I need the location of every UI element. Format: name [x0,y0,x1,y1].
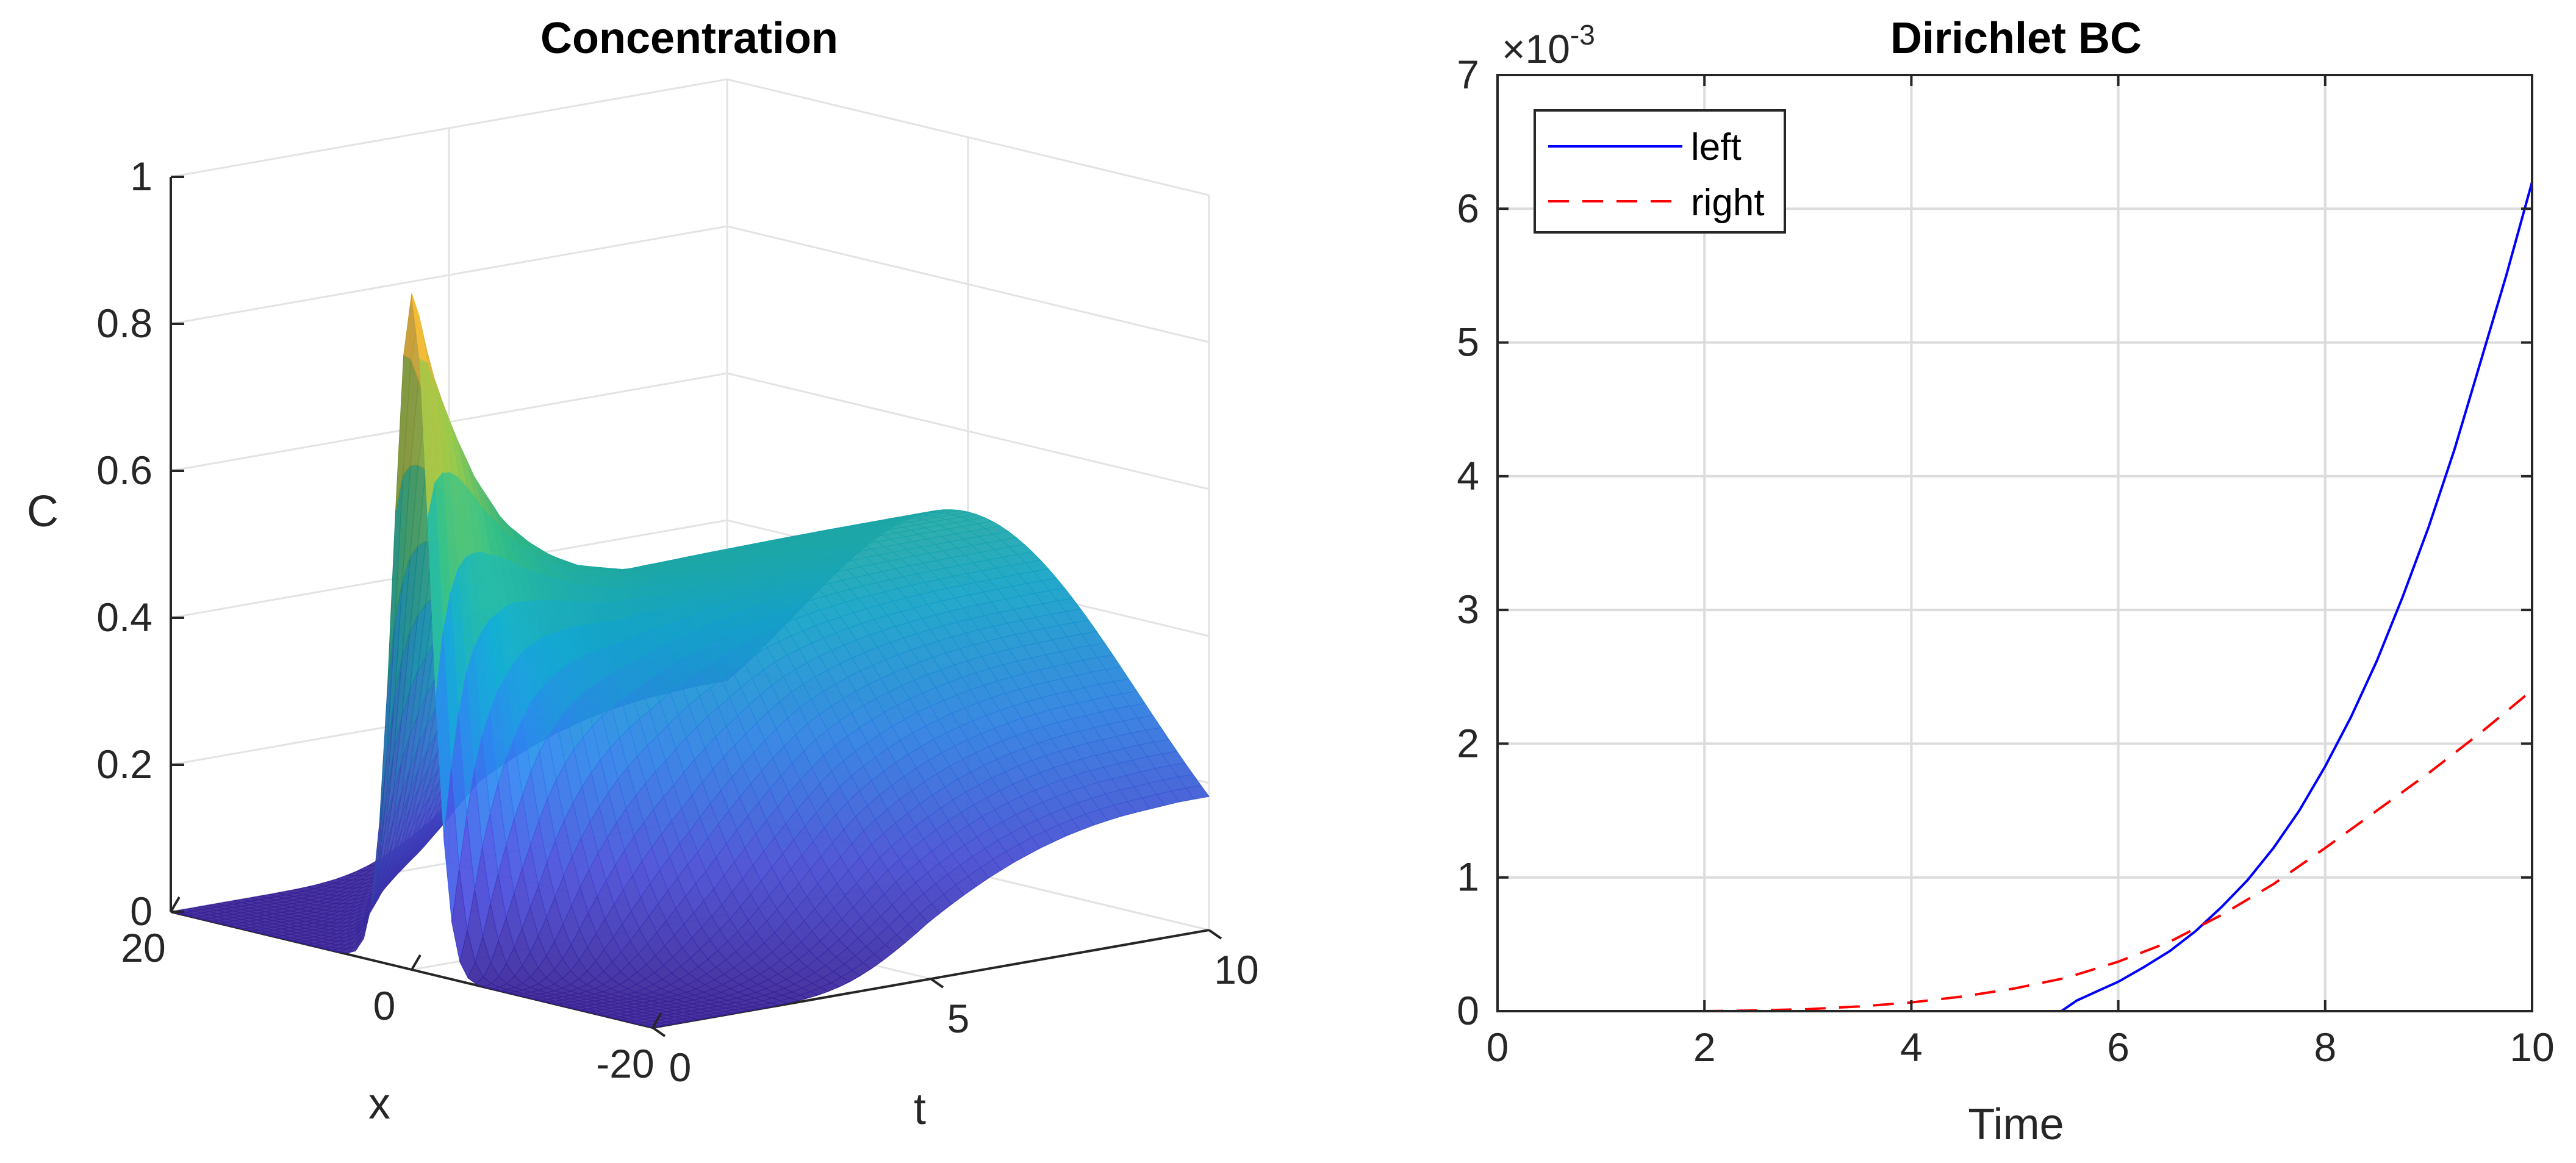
t-tick-mark [1208,929,1222,940]
x-tick-label: 8 [2314,1025,2336,1070]
line-series [1498,181,2533,1012]
z-tick-label: 0.6 [96,448,152,493]
z-tick-label: 0.8 [96,301,152,346]
x-tick-label: -20 [596,1041,654,1086]
legend-box [1534,109,1786,234]
x-tick-label: 10 [2510,1025,2554,1070]
x-tick-mark [170,896,181,913]
line-title: Dirichlet BC [1890,14,2142,63]
y-tick-label: 3 [1457,587,1479,632]
surface-mesh [170,293,1210,1028]
t-tick-label: 5 [947,996,970,1041]
grid-z-line [170,225,1210,343]
legend-right-label: right [1691,182,1765,224]
line-ticks: 0 2 4 6 8 10 0 1 2 3 4 5 6 7 [1457,52,2554,1070]
y-tick-label: 6 [1457,185,1479,231]
x-tick-label: 0 [1487,1025,1509,1070]
y-tick-label: 4 [1457,453,1479,498]
series-right [1498,689,2533,1012]
line-xlabel: Time [1968,1100,2064,1149]
y-tick-label: 2 [1457,720,1479,765]
x-tick-mark [411,954,422,971]
t-tick-label: 10 [1214,947,1258,992]
z-tick-label: 0.4 [96,595,152,640]
x-tick-label: 2 [1693,1025,1716,1070]
surface-xlabel: x [368,1079,390,1128]
grid-z-line [170,78,1210,196]
x-tick-label: 20 [121,925,165,970]
surface-zlabel: C [27,487,59,536]
y-tick-label: 7 [1457,52,1479,97]
y-tick-label: 0 [1457,988,1479,1033]
series-left [1498,181,2533,1012]
x-tick-mark [651,1012,662,1029]
t-tick-mark [651,1026,666,1037]
plot-box [1496,74,2533,1012]
z-tick-label: 0.2 [96,742,152,787]
legend-left-label: left [1691,126,1742,168]
x-tick-label: 6 [2107,1025,2129,1070]
t-tick-mark [930,978,944,989]
t-tick-label: 0 [669,1045,692,1090]
surface-tlabel: t [914,1085,926,1134]
y-tick-label: 1 [1457,854,1479,900]
line-grid [1498,75,2532,1011]
z-tick-label: 0 [130,889,152,934]
y-tick-label: 5 [1457,320,1479,365]
z-tick-label: 1 [130,154,152,199]
grid-z-line [170,372,1210,490]
exponent-label: ×10-3 [1502,19,1595,71]
x-tick-label: 4 [1900,1025,1923,1070]
surface-title: Concentration [540,14,838,63]
x-tick-label: 0 [373,983,396,1028]
legend: left right [1534,109,1786,234]
